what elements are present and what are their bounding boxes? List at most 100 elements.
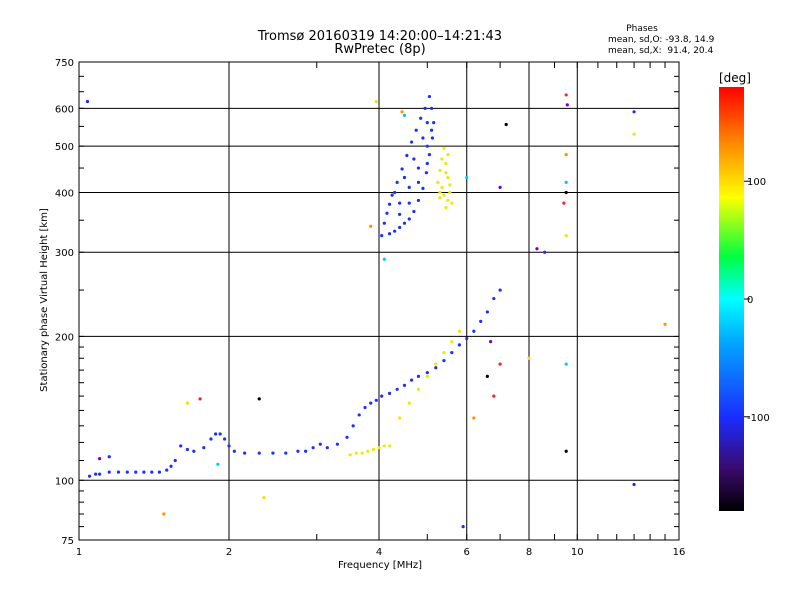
data-point xyxy=(369,224,373,228)
colorbar-tick-label: -100 xyxy=(747,413,770,424)
x-tick-label: 10 xyxy=(571,547,584,558)
data-point xyxy=(387,444,392,448)
data-point xyxy=(489,340,493,344)
data-point xyxy=(107,470,111,474)
data-point xyxy=(438,196,442,200)
data-point xyxy=(169,464,173,468)
data-point xyxy=(425,121,429,125)
data-point xyxy=(335,442,339,446)
chart-subtitle: RwPretec (8p) xyxy=(334,42,425,57)
data-point xyxy=(402,221,407,225)
data-point xyxy=(393,229,397,233)
data-point xyxy=(150,470,154,474)
data-point xyxy=(504,122,508,127)
data-point xyxy=(407,401,411,405)
data-point xyxy=(465,175,469,180)
data-point xyxy=(134,470,138,474)
data-point xyxy=(450,201,454,205)
data-point xyxy=(485,374,489,378)
data-point xyxy=(438,168,442,172)
data-point xyxy=(492,394,496,398)
data-point xyxy=(423,106,427,110)
data-point xyxy=(472,416,476,420)
data-point xyxy=(125,470,129,474)
data-point xyxy=(414,128,418,132)
data-point xyxy=(450,350,454,355)
data-point xyxy=(440,185,444,189)
data-point xyxy=(498,362,502,366)
y-tick-label: 100 xyxy=(55,476,74,487)
y-tick-label: 75 xyxy=(61,536,74,547)
data-point xyxy=(424,171,429,175)
data-point xyxy=(374,99,378,104)
data-point xyxy=(374,398,378,402)
data-point xyxy=(227,444,231,448)
data-point xyxy=(564,233,568,238)
data-point xyxy=(398,416,402,420)
data-point xyxy=(409,378,414,382)
data-point xyxy=(382,444,386,448)
data-points xyxy=(85,93,667,529)
data-point xyxy=(425,161,429,166)
y-tick-label: 750 xyxy=(55,58,74,69)
data-point xyxy=(377,446,381,450)
data-point xyxy=(385,211,389,215)
data-point xyxy=(632,110,636,114)
data-point xyxy=(380,394,384,398)
data-point xyxy=(407,185,411,189)
y-tick-label: 200 xyxy=(55,332,74,343)
data-point xyxy=(564,153,568,157)
data-point xyxy=(412,209,416,214)
data-point xyxy=(402,113,407,117)
data-point xyxy=(173,458,177,463)
data-point xyxy=(535,247,539,251)
data-point xyxy=(416,180,421,184)
data-point xyxy=(442,358,446,363)
data-point xyxy=(425,374,429,378)
data-point xyxy=(448,190,452,195)
data-point xyxy=(492,296,496,301)
data-point xyxy=(407,217,411,221)
data-point xyxy=(395,180,399,184)
data-point xyxy=(304,449,308,453)
data-point xyxy=(434,362,438,366)
stats-heading: Phases xyxy=(626,24,658,34)
data-point xyxy=(223,437,227,441)
data-point xyxy=(218,432,222,436)
data-point xyxy=(436,180,440,184)
data-point xyxy=(564,449,568,453)
data-point xyxy=(562,201,566,205)
data-point xyxy=(425,370,429,375)
data-point xyxy=(202,446,206,450)
data-point xyxy=(366,449,370,453)
data-point xyxy=(446,198,450,203)
data-point xyxy=(416,387,421,391)
data-point xyxy=(432,121,436,125)
data-point xyxy=(400,110,404,114)
data-point xyxy=(157,470,162,474)
data-point xyxy=(444,171,448,175)
data-point xyxy=(398,212,402,216)
x-tick-labels: 1 2 4 6 8 10 16 xyxy=(76,547,686,558)
colorbar xyxy=(719,87,744,511)
data-point xyxy=(498,185,502,189)
data-point xyxy=(457,329,462,333)
data-point xyxy=(402,175,407,180)
colorbar-tick-label: 100 xyxy=(747,177,766,188)
data-point xyxy=(398,201,402,205)
data-point xyxy=(262,495,266,500)
colorbar-tick-label: 0 xyxy=(747,295,753,306)
data-point xyxy=(564,190,568,195)
data-point xyxy=(444,161,448,166)
data-point xyxy=(461,525,465,529)
data-point xyxy=(393,190,397,195)
data-point xyxy=(421,136,425,140)
y-tick-label: 300 xyxy=(55,248,74,259)
data-point xyxy=(209,437,213,441)
data-point xyxy=(257,397,261,401)
data-point xyxy=(429,128,434,132)
data-point xyxy=(485,310,489,314)
data-point xyxy=(400,167,404,171)
data-point xyxy=(354,451,358,455)
